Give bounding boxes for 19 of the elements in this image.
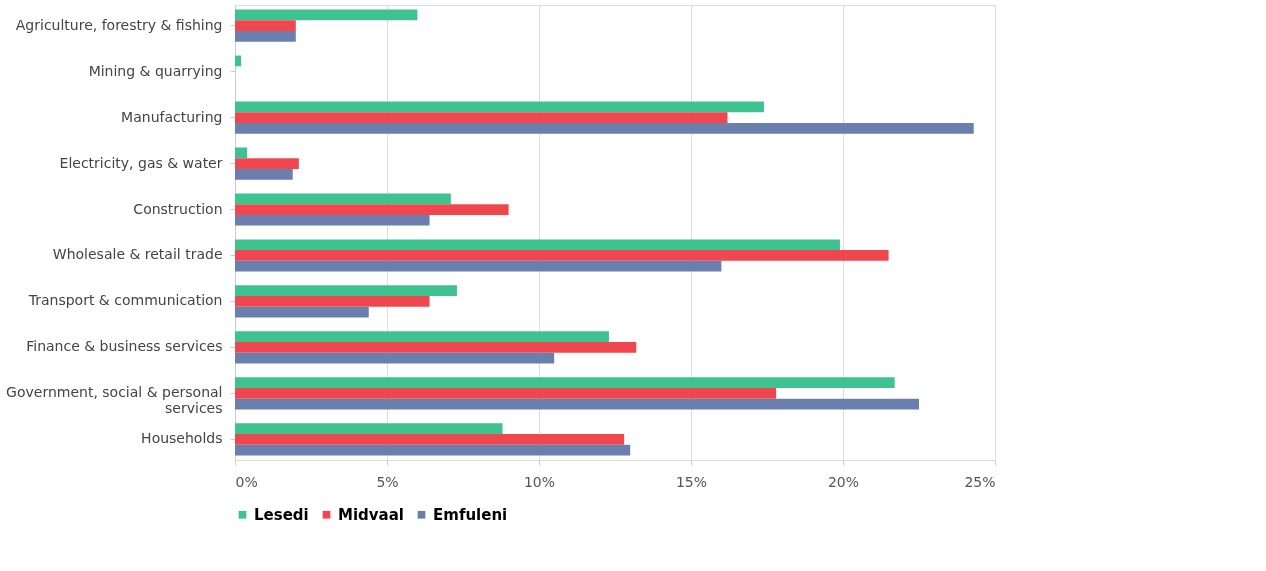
x-tick-label: 25%	[964, 473, 996, 490]
y-tick-label: Electricity, gas & water	[59, 154, 223, 171]
x-tick-label: 15%	[675, 473, 708, 490]
legend-label: Emfuleni	[433, 505, 508, 524]
y-tick-label: Mining & quarrying	[88, 62, 223, 79]
y-tick-label: Government, social & personal services	[6, 384, 223, 417]
y-tick-label: Agriculture, forestry & fishing	[15, 16, 223, 33]
legend-label: Lesedi	[254, 505, 309, 524]
legend-label: Midvaal	[338, 505, 404, 524]
y-tick-label: Construction	[133, 200, 223, 217]
y-tick-label: Households	[141, 430, 223, 447]
x-tick-label: 5%	[376, 473, 399, 490]
y-tick-label: Manufacturing	[121, 108, 223, 125]
x-tick-label: 20%	[827, 473, 860, 490]
x-tick-label: 0%	[235, 473, 258, 490]
y-tick-label: Transport & communication	[27, 292, 223, 309]
y-tick-label: Wholesale & retail trade	[52, 246, 223, 263]
y-tick-label: Finance & business services	[26, 338, 223, 355]
x-tick-label: 10%	[523, 473, 556, 490]
